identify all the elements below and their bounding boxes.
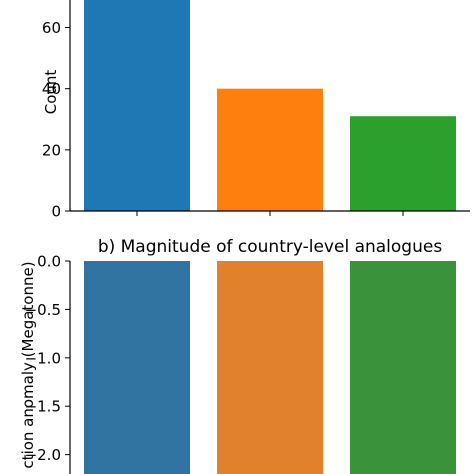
bar-2 [217, 261, 323, 474]
bar-3 [350, 261, 456, 474]
bar-1 [84, 0, 190, 211]
bar-3 [350, 116, 456, 211]
bar-2 [217, 88, 323, 211]
y-axis-label: ction anomaly (Megatonne) [19, 261, 37, 468]
bar-1 [84, 261, 190, 474]
chart-title: b) Magnitude of country-level analogues [98, 237, 443, 257]
y-tick-label: −1.0 [25, 349, 61, 367]
y-tick-label: −1.5 [25, 398, 61, 416]
panel-a-count-chart: 0 20 40 60 Count [42, 0, 470, 221]
y-tick-label: 40 [42, 80, 61, 98]
y-axis-label: Count [42, 70, 60, 115]
y-tick-label: 0.0 [37, 253, 61, 271]
y-tick-label: 20 [42, 141, 61, 159]
y-tick-label: 60 [42, 19, 61, 37]
y-tick-label: 0 [51, 203, 61, 221]
y-tick-label: −2.0 [25, 446, 61, 464]
y-tick-label: −0.5 [25, 301, 61, 319]
